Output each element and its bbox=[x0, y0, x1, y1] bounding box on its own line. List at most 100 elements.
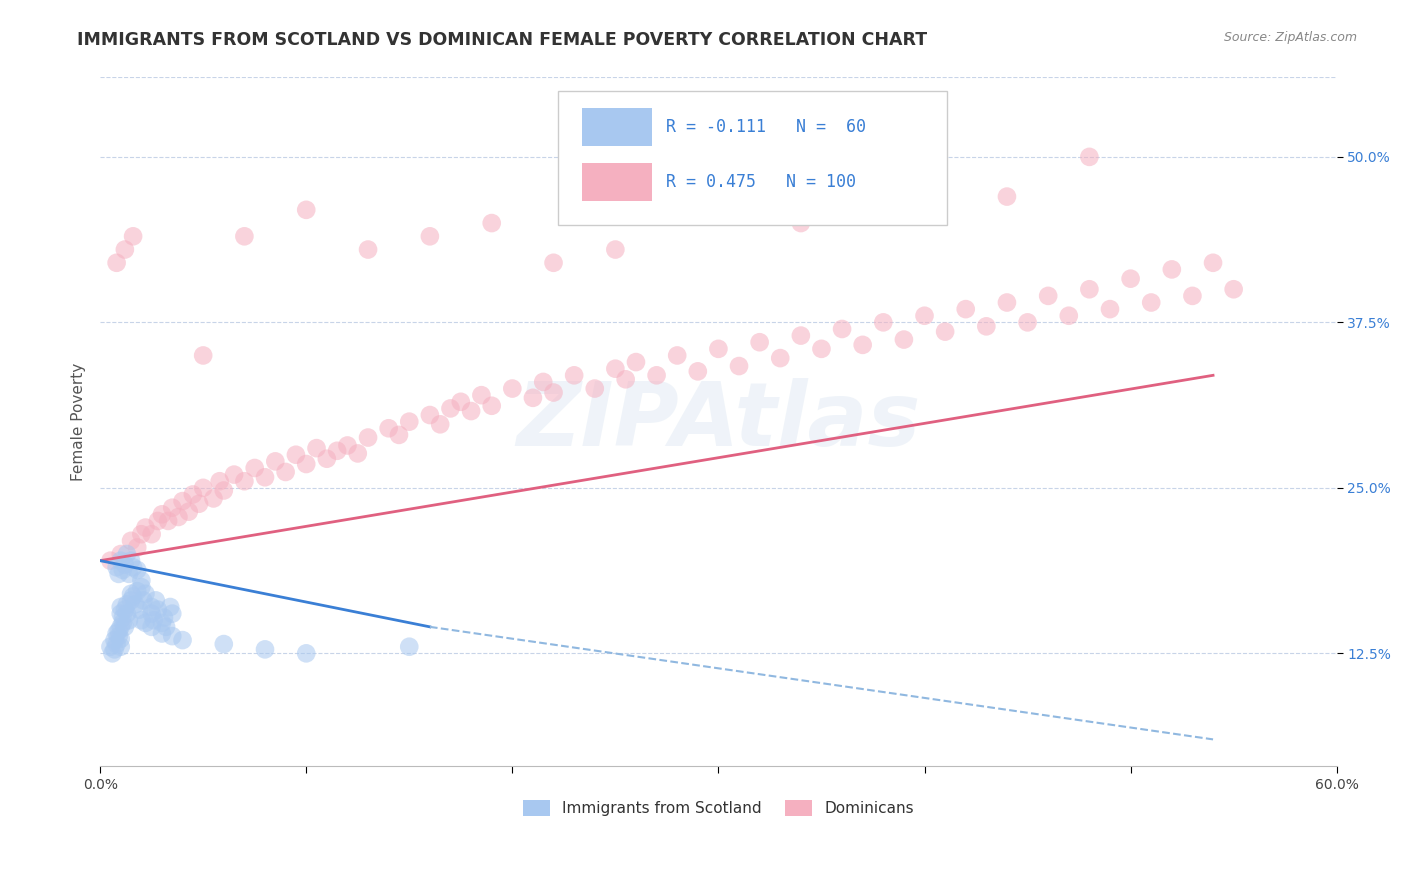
Point bbox=[103, 642, 125, 657]
Point bbox=[115, 598, 138, 612]
Point bbox=[118, 613, 141, 627]
Point bbox=[728, 359, 751, 373]
Text: Source: ZipAtlas.com: Source: ZipAtlas.com bbox=[1223, 31, 1357, 45]
Point bbox=[1222, 282, 1244, 296]
FancyBboxPatch shape bbox=[558, 91, 948, 226]
Point bbox=[769, 351, 792, 365]
Point bbox=[955, 302, 977, 317]
Point bbox=[105, 256, 128, 270]
Point bbox=[181, 487, 204, 501]
Point bbox=[707, 342, 730, 356]
Point bbox=[141, 620, 163, 634]
Point bbox=[233, 229, 256, 244]
Point bbox=[605, 243, 627, 257]
Point bbox=[127, 563, 149, 577]
Point bbox=[614, 372, 637, 386]
Point bbox=[1140, 295, 1163, 310]
Point bbox=[914, 309, 936, 323]
Point bbox=[274, 465, 297, 479]
Point bbox=[120, 533, 142, 548]
Point bbox=[141, 599, 163, 614]
Point bbox=[295, 202, 318, 217]
Point bbox=[419, 229, 441, 244]
Point bbox=[107, 624, 129, 638]
Point bbox=[131, 580, 153, 594]
Point bbox=[976, 319, 998, 334]
Text: R = 0.475   N = 100: R = 0.475 N = 100 bbox=[666, 173, 856, 191]
Point bbox=[145, 593, 167, 607]
Point bbox=[150, 626, 173, 640]
Point bbox=[264, 454, 287, 468]
Point bbox=[110, 554, 132, 568]
Point bbox=[172, 494, 194, 508]
Text: R = -0.111   N =  60: R = -0.111 N = 60 bbox=[666, 118, 866, 136]
Point bbox=[134, 615, 156, 630]
Point bbox=[177, 505, 200, 519]
Point bbox=[543, 256, 565, 270]
Point bbox=[100, 554, 122, 568]
Point bbox=[1078, 150, 1101, 164]
Point bbox=[110, 620, 132, 634]
Point bbox=[398, 640, 420, 654]
Point bbox=[1038, 289, 1060, 303]
Point bbox=[105, 637, 128, 651]
Point bbox=[450, 394, 472, 409]
Point bbox=[110, 547, 132, 561]
Point bbox=[346, 446, 368, 460]
Point bbox=[439, 401, 461, 416]
Point bbox=[212, 637, 235, 651]
Point bbox=[666, 202, 689, 217]
Point bbox=[624, 355, 647, 369]
Point bbox=[167, 510, 190, 524]
Point bbox=[110, 607, 132, 621]
Point bbox=[810, 342, 832, 356]
Point bbox=[852, 338, 875, 352]
Point bbox=[162, 607, 184, 621]
Point bbox=[111, 563, 134, 577]
Point bbox=[193, 348, 215, 362]
Point bbox=[172, 633, 194, 648]
Point bbox=[295, 646, 318, 660]
Point bbox=[501, 382, 523, 396]
Text: IMMIGRANTS FROM SCOTLAND VS DOMINICAN FEMALE POVERTY CORRELATION CHART: IMMIGRANTS FROM SCOTLAND VS DOMINICAN FE… bbox=[77, 31, 928, 49]
Point bbox=[134, 520, 156, 534]
Point bbox=[377, 421, 399, 435]
Point bbox=[131, 527, 153, 541]
Point bbox=[110, 640, 132, 654]
Point bbox=[208, 474, 231, 488]
FancyBboxPatch shape bbox=[582, 108, 651, 146]
Point bbox=[831, 322, 853, 336]
Point bbox=[107, 629, 129, 643]
Point bbox=[728, 177, 751, 191]
Point bbox=[114, 602, 136, 616]
Point bbox=[531, 375, 554, 389]
Point bbox=[132, 593, 155, 607]
Point bbox=[666, 348, 689, 362]
Point bbox=[114, 558, 136, 572]
Point bbox=[111, 610, 134, 624]
Point bbox=[562, 368, 585, 383]
Point bbox=[103, 633, 125, 648]
Point bbox=[105, 560, 128, 574]
Point bbox=[914, 177, 936, 191]
Point bbox=[336, 438, 359, 452]
Point bbox=[790, 328, 813, 343]
Point bbox=[141, 527, 163, 541]
Point bbox=[101, 646, 124, 660]
Point bbox=[193, 481, 215, 495]
Point bbox=[114, 620, 136, 634]
Point bbox=[583, 382, 606, 396]
Point bbox=[212, 483, 235, 498]
Point bbox=[645, 368, 668, 383]
Point bbox=[162, 629, 184, 643]
Point bbox=[110, 599, 132, 614]
Point bbox=[1202, 256, 1225, 270]
Legend: Immigrants from Scotland, Dominicans: Immigrants from Scotland, Dominicans bbox=[515, 792, 922, 823]
Point bbox=[790, 216, 813, 230]
Text: ZIPAtlas: ZIPAtlas bbox=[516, 378, 921, 465]
Point bbox=[142, 613, 165, 627]
Point bbox=[481, 399, 503, 413]
Point bbox=[150, 508, 173, 522]
Point bbox=[543, 385, 565, 400]
Point bbox=[120, 587, 142, 601]
